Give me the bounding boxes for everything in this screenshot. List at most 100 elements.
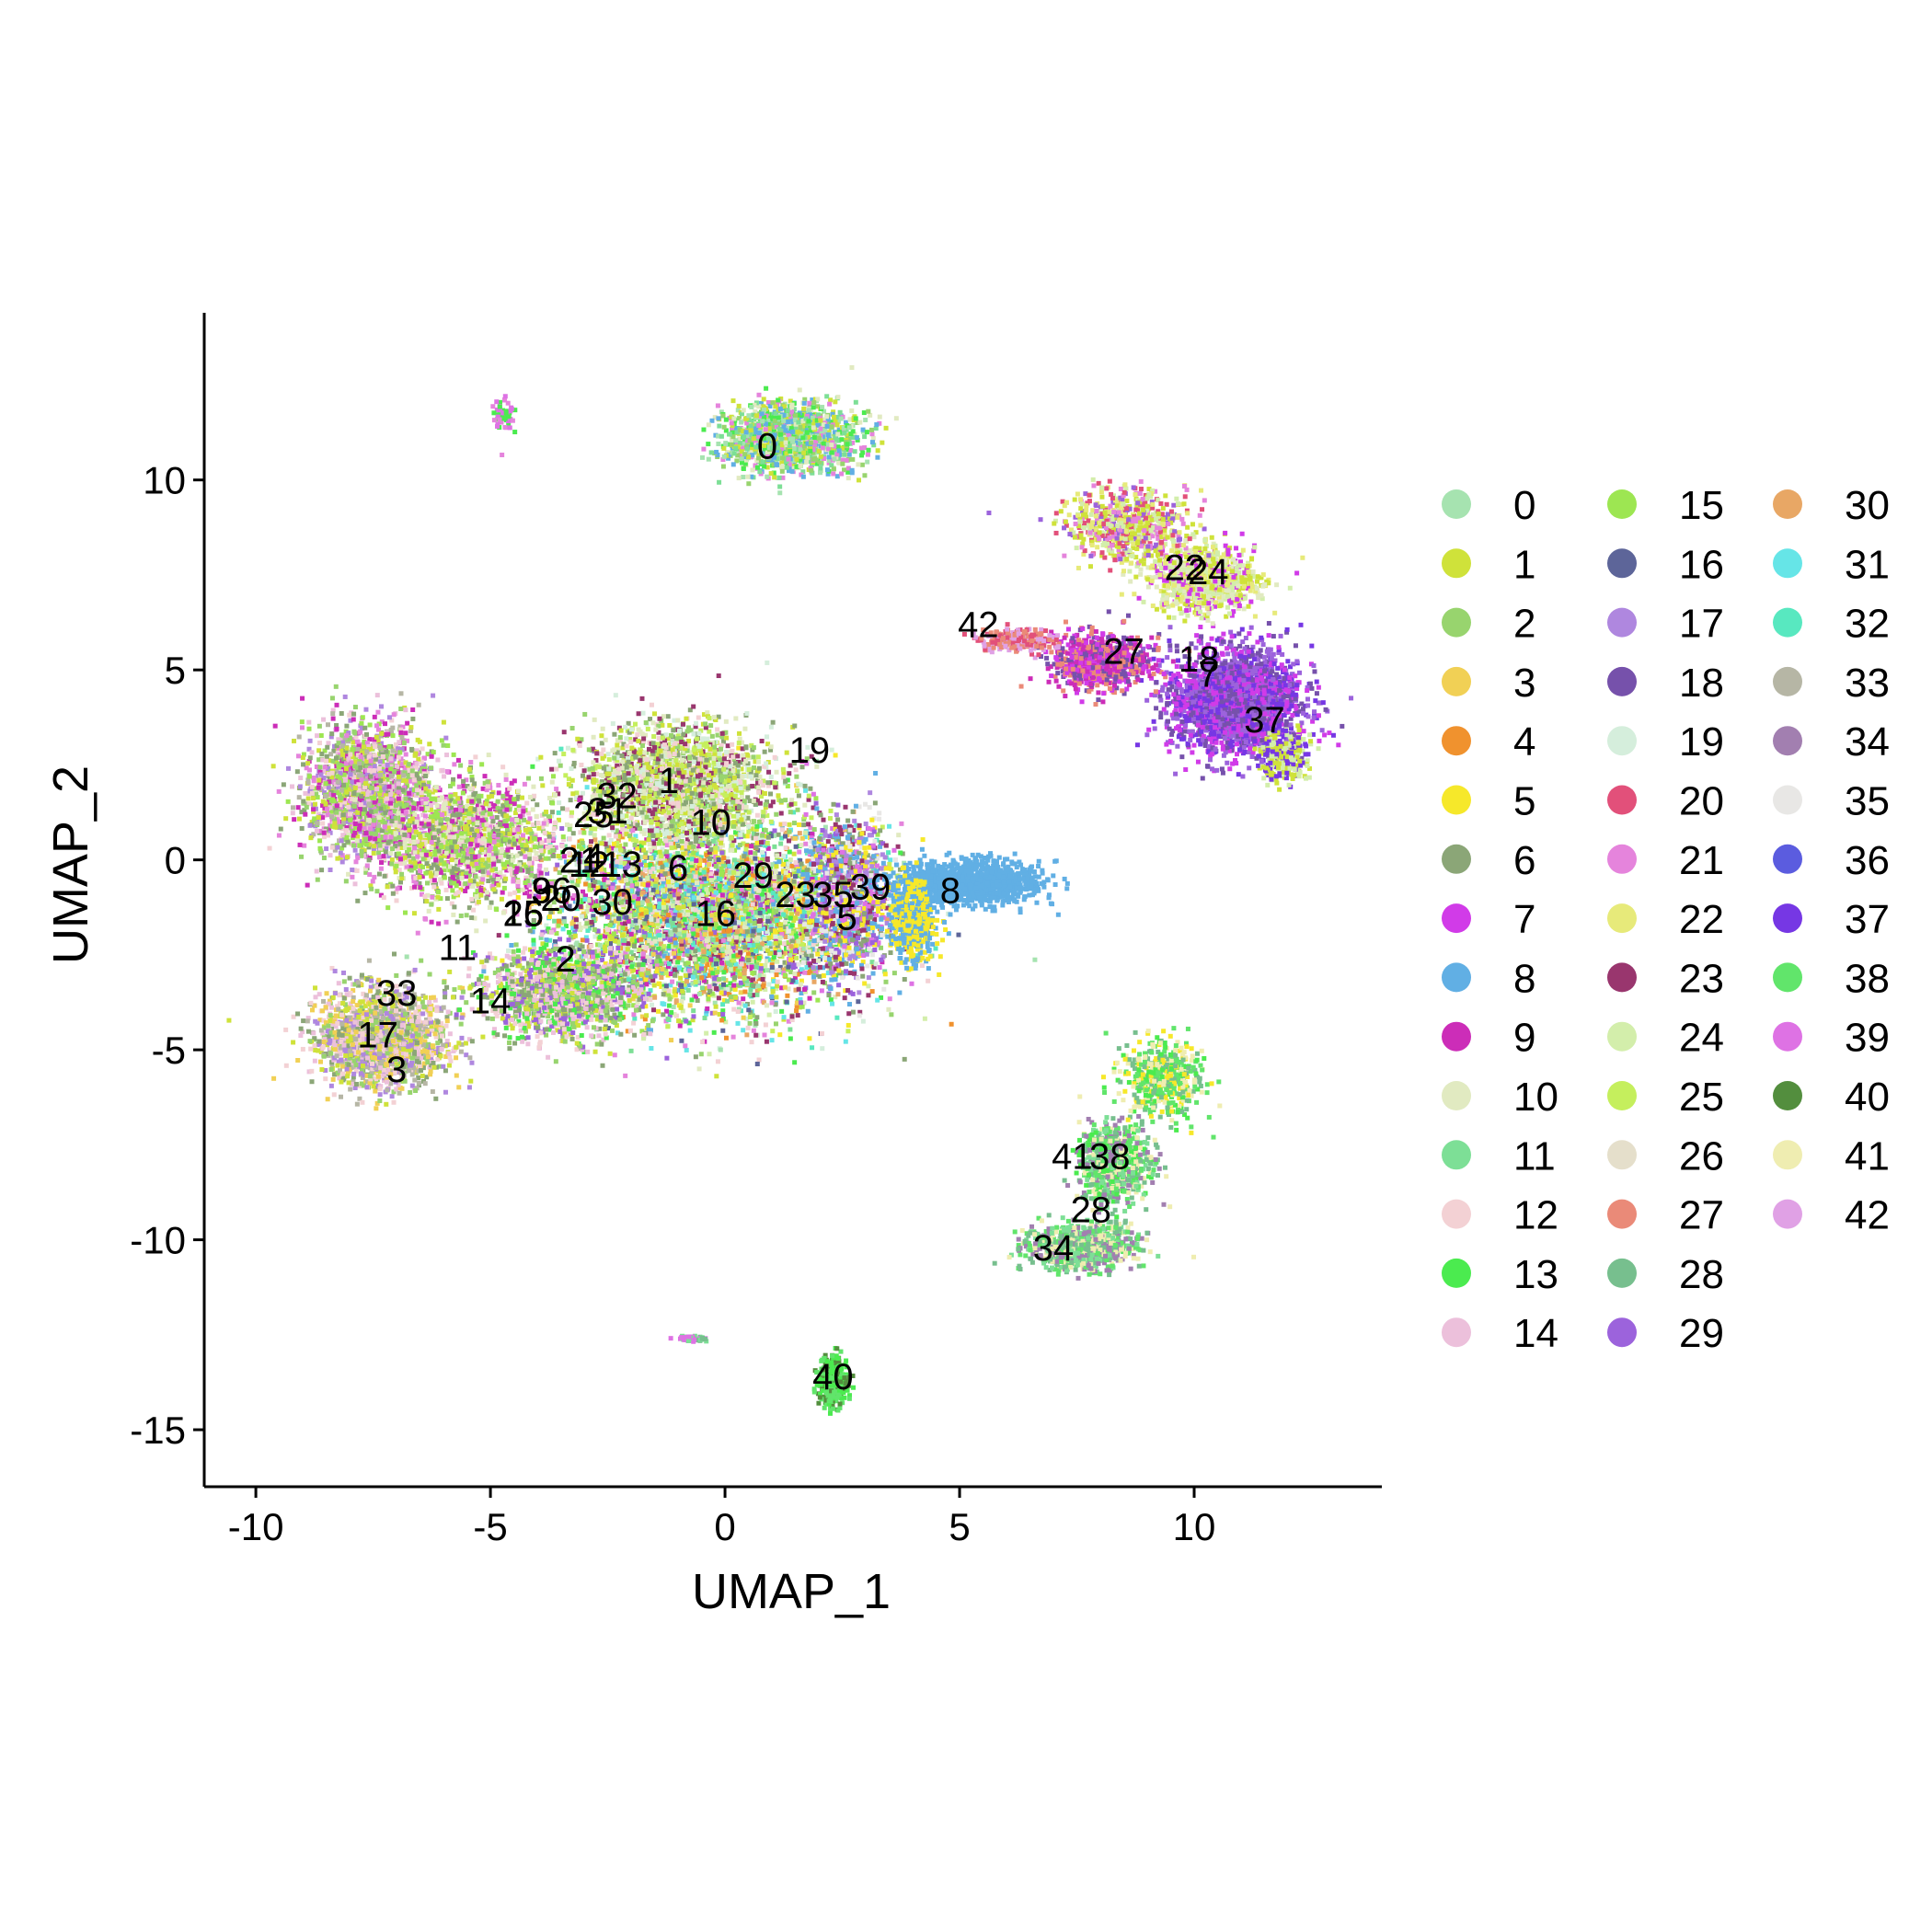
cell-point bbox=[719, 1048, 723, 1052]
cell-point bbox=[792, 852, 797, 857]
cell-point bbox=[719, 991, 724, 995]
cell-point bbox=[668, 894, 673, 899]
cell-point bbox=[794, 1008, 799, 1013]
cell-point bbox=[721, 970, 726, 974]
cell-point bbox=[763, 937, 767, 941]
cell-point bbox=[686, 933, 691, 937]
cell-point bbox=[702, 870, 707, 875]
cell-point bbox=[761, 977, 765, 982]
cell-point bbox=[796, 1013, 800, 1018]
cell-point bbox=[405, 954, 409, 959]
cell-point bbox=[731, 1035, 736, 1040]
cell-point bbox=[775, 918, 779, 923]
cell-point bbox=[688, 938, 693, 943]
cell-point bbox=[658, 838, 662, 843]
cell-point bbox=[739, 936, 743, 940]
cell-point bbox=[700, 985, 705, 990]
cell-point bbox=[721, 983, 726, 987]
cell-point bbox=[813, 796, 818, 800]
cell-point bbox=[725, 956, 730, 960]
cell-point bbox=[763, 1032, 767, 1037]
cell-point bbox=[639, 907, 644, 912]
cell-point bbox=[715, 970, 719, 974]
cell-point bbox=[718, 877, 722, 881]
cell-point bbox=[807, 1036, 811, 1041]
cell-point bbox=[756, 983, 761, 988]
cell-point bbox=[687, 969, 692, 973]
cell-point bbox=[821, 980, 825, 984]
cell-point bbox=[657, 982, 661, 986]
cell-point bbox=[651, 1007, 656, 1012]
cell-point bbox=[792, 1060, 797, 1064]
cell-point bbox=[806, 1009, 811, 1014]
cell-point bbox=[658, 937, 662, 941]
cell-point bbox=[684, 973, 688, 978]
cell-point bbox=[870, 989, 875, 994]
cell-point bbox=[736, 1009, 741, 1014]
cell-point bbox=[677, 965, 682, 970]
cell-point bbox=[861, 1019, 866, 1024]
cell-point bbox=[923, 1017, 927, 1021]
cell-point bbox=[557, 919, 561, 924]
cell-point bbox=[651, 952, 656, 957]
cell-point bbox=[727, 864, 731, 868]
cell-point bbox=[810, 1045, 814, 1050]
cell-point bbox=[744, 1032, 749, 1037]
cell-point bbox=[758, 903, 763, 907]
cell-point bbox=[692, 887, 696, 891]
cell-point bbox=[797, 987, 801, 992]
cell-point bbox=[741, 1028, 745, 1032]
cell-point bbox=[497, 933, 501, 937]
cell-point bbox=[627, 977, 631, 982]
cell-point bbox=[754, 845, 759, 850]
cell-point bbox=[751, 929, 755, 934]
cell-point bbox=[746, 1026, 751, 1030]
cell-point bbox=[844, 1040, 848, 1044]
cell-point bbox=[645, 876, 650, 880]
cell-point bbox=[574, 925, 579, 929]
cell-point bbox=[799, 982, 803, 986]
cell-point bbox=[677, 914, 682, 918]
cell-point bbox=[697, 1066, 702, 1071]
cell-point bbox=[720, 1002, 725, 1006]
cell-point bbox=[769, 820, 774, 824]
cell-point bbox=[898, 850, 903, 855]
cell-point bbox=[779, 1009, 784, 1014]
cell-point bbox=[679, 1006, 684, 1010]
cell-point bbox=[731, 983, 736, 988]
cell-point bbox=[829, 809, 834, 813]
cell-point bbox=[774, 1021, 778, 1026]
cell-point bbox=[788, 916, 793, 921]
cell-point bbox=[665, 1024, 670, 1029]
cell-point bbox=[622, 938, 627, 943]
cell-point bbox=[742, 1016, 746, 1020]
cell-point bbox=[802, 987, 807, 992]
cell-point bbox=[709, 878, 714, 882]
cell-point bbox=[686, 889, 691, 893]
cell-point bbox=[788, 944, 793, 949]
cell-point bbox=[743, 903, 748, 907]
cell-point bbox=[754, 824, 759, 829]
cell-point bbox=[694, 1054, 698, 1059]
cell-point bbox=[648, 933, 652, 937]
cell-point bbox=[664, 1056, 669, 1061]
cell-point bbox=[725, 999, 730, 1004]
cell-point bbox=[886, 1007, 891, 1012]
cell-point bbox=[783, 834, 788, 839]
cell-point bbox=[775, 960, 779, 964]
cell-point bbox=[697, 992, 702, 996]
cell-point bbox=[676, 1018, 681, 1023]
cell-point bbox=[748, 918, 753, 923]
cell-point bbox=[737, 920, 742, 925]
cell-point bbox=[809, 815, 813, 820]
cell-point bbox=[661, 888, 665, 892]
cell-point bbox=[757, 924, 762, 928]
cell-point bbox=[812, 827, 817, 832]
cell-point bbox=[558, 747, 563, 752]
cell-point bbox=[748, 1021, 753, 1026]
cell-point bbox=[701, 949, 706, 954]
cell-point bbox=[683, 917, 687, 922]
cell-point bbox=[713, 1011, 718, 1016]
cell-point bbox=[732, 975, 737, 980]
